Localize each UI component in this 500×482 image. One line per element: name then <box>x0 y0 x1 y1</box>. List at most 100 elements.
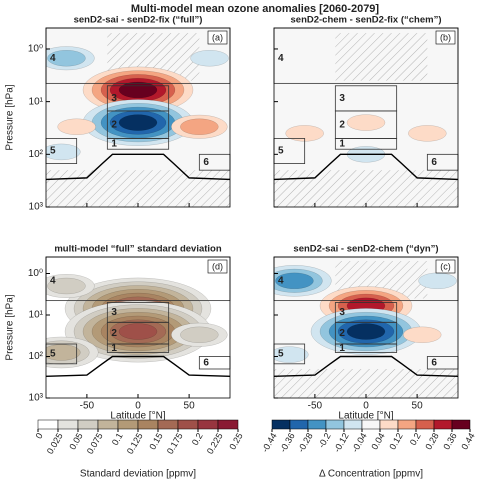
colorbar-swatch <box>77 419 99 430</box>
contour-level <box>118 81 158 99</box>
region-label: 2 <box>339 328 345 339</box>
x-tick-label: 50 <box>412 401 424 412</box>
region-box <box>334 302 398 323</box>
region-label: 3 <box>111 307 117 318</box>
colorbar-tick-label: -0.36 <box>278 431 297 454</box>
colorbar-tick-label: 0.36 <box>441 431 458 451</box>
tropopause <box>274 355 458 378</box>
letter-box <box>207 30 228 45</box>
contour-level <box>57 118 96 135</box>
region-label: 4 <box>50 53 56 64</box>
y-tick-label: 10³ <box>29 393 44 404</box>
hatch <box>274 368 458 398</box>
colorbar-swatch <box>157 419 179 430</box>
region-label: 2 <box>111 328 117 339</box>
field <box>274 33 458 207</box>
colorbar-label: Δ Concentration [ppmv] <box>319 469 423 480</box>
panel-title: senD2-sai - senD2-chem (“dyn”) <box>293 244 438 255</box>
region-box <box>334 85 398 112</box>
colorbar-swatch <box>343 419 363 430</box>
region-label: 2 <box>111 119 117 130</box>
colorbar-tick-label: 0.125 <box>125 431 145 456</box>
contour-level <box>118 114 158 131</box>
colorbar-tick-label: 0.28 <box>423 431 440 451</box>
x-tick-label: -50 <box>80 401 95 412</box>
region-label: 1 <box>339 343 345 354</box>
colorbar-swatch <box>37 419 59 430</box>
x-axis-label: Latitude [°N] <box>338 411 393 422</box>
x-tick-label: 50 <box>184 401 196 412</box>
region-label: 6 <box>431 157 437 168</box>
region-label: 5 <box>278 146 284 157</box>
panel: 1 2 3 4 5 6 multi-model “full” standard deviat… <box>5 244 231 422</box>
colorbar-tick-label: 0.1 <box>110 431 125 447</box>
region-label: 5 <box>278 349 284 360</box>
contour-level <box>403 326 442 343</box>
x-axis-label: Latitude [°N] <box>110 411 165 422</box>
colorbar-swatch <box>289 419 309 430</box>
letter-box <box>435 30 456 45</box>
colorbar-swatch <box>397 419 417 430</box>
colorbar-swatch <box>433 419 453 430</box>
panel-letter: (a) <box>212 32 223 42</box>
contour-level <box>275 272 314 289</box>
tropopause <box>46 153 230 181</box>
colorbar-swatch <box>379 419 399 430</box>
colorbar-swatch <box>57 419 79 430</box>
panel-letter: (b) <box>440 32 451 42</box>
contour-level <box>46 344 81 361</box>
colorbar-tick-label: 0.025 <box>45 431 65 456</box>
region-label: 4 <box>278 53 284 64</box>
region-label: 6 <box>203 157 209 168</box>
contour-level <box>46 143 81 161</box>
y-tick-label: 10¹ <box>29 310 44 321</box>
region-box <box>106 302 170 323</box>
colorbar-tick-label: -0.28 <box>296 431 315 454</box>
y-tick-label: 10⁰ <box>28 44 43 55</box>
letter-box <box>435 259 456 274</box>
region-label: 1 <box>111 343 117 354</box>
tropopause <box>274 153 458 181</box>
region-label: 1 <box>111 138 117 149</box>
contour-level <box>346 114 386 131</box>
contour-level <box>47 50 86 67</box>
colorbar-tick-label: 0.25 <box>227 431 244 451</box>
region-label: 2 <box>339 119 345 130</box>
colorbar-swatch <box>307 419 327 430</box>
region-label: 4 <box>278 275 284 286</box>
y-axis-label: Pressure [hPa] <box>5 294 16 360</box>
contour-level <box>190 50 229 67</box>
x-tick-label: -50 <box>308 401 323 412</box>
panel: 1 2 3 4 5 6 senD2-sai - senD2-fix (“full”) (a) 1… <box>5 15 231 213</box>
contour-level <box>346 323 386 340</box>
colorbar-swatch <box>361 419 381 430</box>
contour-level <box>418 272 457 289</box>
region-label: 6 <box>431 357 437 368</box>
y-tick-label: 10¹ <box>29 96 44 107</box>
colorbar-swatch <box>117 419 139 430</box>
x-tick-label: 0 <box>363 401 369 412</box>
colorbar-tick-label: 0.2 <box>190 431 205 447</box>
colorbar-tick-label: 0.175 <box>165 431 185 456</box>
contour-level <box>118 323 158 340</box>
y-tick-label: 10² <box>29 149 44 160</box>
region-label: 3 <box>339 307 345 318</box>
hatch <box>46 170 230 207</box>
colorbar-tick-label: -0.12 <box>332 431 351 454</box>
colorbar-label: Standard deviation [ppmv] <box>80 469 196 480</box>
colorbar-tick-label: 0.05 <box>67 431 84 451</box>
contour-level <box>408 125 447 142</box>
colorbar-tick-label: 0.44 <box>459 431 476 451</box>
panel-title: senD2-chem - senD2-fix (“chem”) <box>291 15 442 26</box>
panel-letter: (c) <box>440 261 451 271</box>
colorbar-tick-label: 0.2 <box>408 431 423 447</box>
panel: 1 2 3 4 5 6 senD2-sai - senD2-chem (“dyn”)(c) -… <box>273 244 459 422</box>
contour-level <box>180 326 219 343</box>
region-box <box>106 85 170 112</box>
field <box>274 261 458 398</box>
region-label: 6 <box>203 357 209 368</box>
colorbar-swatch <box>97 419 119 430</box>
y-axis-label: Pressure [hPa] <box>5 84 16 150</box>
colorbar-tick-label: 0.075 <box>85 431 105 456</box>
